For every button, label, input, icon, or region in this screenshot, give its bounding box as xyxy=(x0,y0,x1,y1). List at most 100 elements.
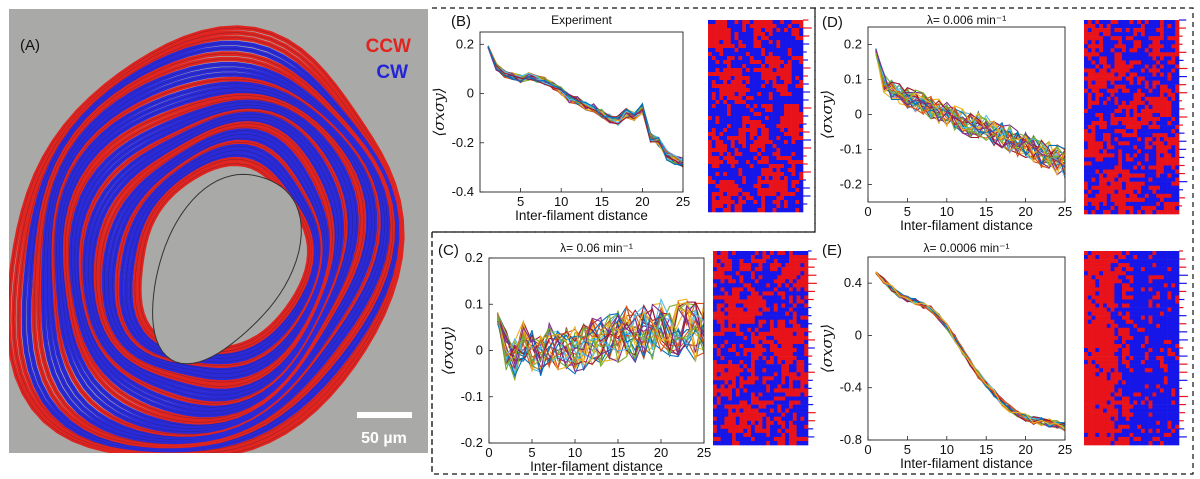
heatmap-cell xyxy=(708,84,713,89)
heatmap-cell xyxy=(804,271,809,276)
heatmap-cell xyxy=(742,200,747,205)
heatmap-cell xyxy=(720,339,725,345)
heatmap-cell xyxy=(1141,64,1146,69)
heatmap-cell xyxy=(773,315,778,321)
heatmap-cell xyxy=(1141,392,1146,397)
heatmap-cell xyxy=(1163,117,1168,122)
heatmap-cell xyxy=(1156,327,1161,333)
heatmap-cell xyxy=(1141,384,1146,389)
heatmap-cell xyxy=(746,64,751,69)
heatmap-cell xyxy=(747,303,752,308)
heatmap-cell xyxy=(713,364,718,369)
heatmap-cell xyxy=(777,400,782,405)
heatmap-cell xyxy=(1114,113,1119,118)
heatmap-cell xyxy=(1148,92,1153,98)
heatmap-cell xyxy=(716,424,721,430)
heatmap-cell xyxy=(719,32,724,37)
x-tick-label: 20 xyxy=(1018,442,1032,457)
heatmap-cell xyxy=(754,307,759,312)
heatmap-cell xyxy=(1141,56,1146,61)
heatmap-cell xyxy=(1148,323,1153,329)
heatmap-cell xyxy=(1091,360,1096,365)
heatmap-cell xyxy=(1141,185,1146,191)
heatmap-cell xyxy=(780,188,785,193)
heatmap-cell xyxy=(1099,137,1104,142)
heatmap-cell xyxy=(773,380,778,385)
heatmap-cell xyxy=(708,28,713,33)
heatmap-cell xyxy=(1087,149,1092,154)
heatmap-cell xyxy=(800,291,805,296)
heatmap-cell xyxy=(784,24,789,29)
heatmap-cell xyxy=(1129,193,1134,199)
heatmap-cell xyxy=(789,307,794,312)
heatmap-cell xyxy=(780,184,785,189)
heatmap-cell xyxy=(735,416,740,422)
heatmap-cell xyxy=(785,352,790,357)
heatmap-cell xyxy=(1114,259,1119,264)
heatmap-cell xyxy=(1141,193,1146,199)
heatmap-cell xyxy=(789,259,794,264)
heatmap-cell xyxy=(791,84,796,89)
heatmap-cell xyxy=(1091,323,1096,329)
heatmap-cell xyxy=(738,208,743,213)
heatmap-cell xyxy=(1084,392,1089,397)
heatmap-cell xyxy=(1167,104,1172,110)
heatmap-cell xyxy=(1114,80,1119,85)
heatmap-cell xyxy=(730,200,735,205)
heatmap-cell xyxy=(1148,210,1153,215)
heatmap-cell xyxy=(732,360,737,365)
heatmap-cell xyxy=(735,335,740,341)
heatmap-cell xyxy=(720,408,725,413)
heatmap-cell xyxy=(1122,388,1127,393)
heatmap-cell xyxy=(1118,303,1123,308)
heatmap-cell xyxy=(727,24,732,29)
heatmap-cell xyxy=(1160,141,1165,146)
heatmap-cell xyxy=(787,40,792,45)
heatmap-cell xyxy=(772,204,777,209)
heatmap-cell xyxy=(747,331,752,337)
heatmap-cell xyxy=(1087,157,1092,162)
heatmap-cell xyxy=(723,124,728,129)
heatmap-cell xyxy=(723,28,728,33)
heatmap-cell xyxy=(799,176,804,181)
heatmap-cell xyxy=(765,168,770,173)
heatmap-cell xyxy=(751,356,756,361)
heatmap-cell xyxy=(1091,129,1096,134)
heatmap-cell xyxy=(1160,323,1165,329)
heatmap-cell xyxy=(1144,165,1149,170)
heatmap-cell xyxy=(727,164,732,169)
heatmap-cell xyxy=(711,208,716,213)
heatmap-cell xyxy=(1163,283,1168,288)
heatmap-cell xyxy=(723,144,728,149)
heatmap-cell xyxy=(1110,149,1115,154)
heatmap-cell xyxy=(785,331,790,337)
heatmap-cell xyxy=(1114,60,1119,65)
x-tick-label: 0 xyxy=(864,204,871,219)
heatmap-cell xyxy=(1156,335,1161,341)
heatmap-cell xyxy=(1106,32,1111,37)
heatmap-cell xyxy=(734,160,739,165)
series-group xyxy=(875,48,1066,179)
heatmap-cell xyxy=(791,148,796,153)
heatmap-cell xyxy=(789,416,794,422)
heatmap-cell xyxy=(761,84,766,89)
heatmap-cell xyxy=(789,364,794,369)
heatmap-cell xyxy=(1144,295,1149,300)
heatmap-cell xyxy=(1144,315,1149,321)
heatmap-cell xyxy=(1103,80,1108,85)
heatmap-cell xyxy=(1141,275,1146,280)
heatmap-cell xyxy=(1129,181,1134,187)
heatmap-cell xyxy=(784,96,789,101)
heatmap-cell xyxy=(1122,279,1127,284)
heatmap-cell xyxy=(739,267,744,272)
x-tick-label: 10 xyxy=(940,204,954,219)
heatmap-cell xyxy=(781,327,786,333)
heatmap-cell xyxy=(1118,319,1123,325)
heatmap-cell xyxy=(780,204,785,209)
heatmap-cell xyxy=(766,416,771,422)
heatmap-cell xyxy=(1114,64,1119,69)
heatmap-cell xyxy=(796,319,801,325)
heatmap-cell xyxy=(791,100,796,105)
heatmap-cell xyxy=(1171,36,1176,41)
heatmap-cell xyxy=(1114,165,1119,170)
